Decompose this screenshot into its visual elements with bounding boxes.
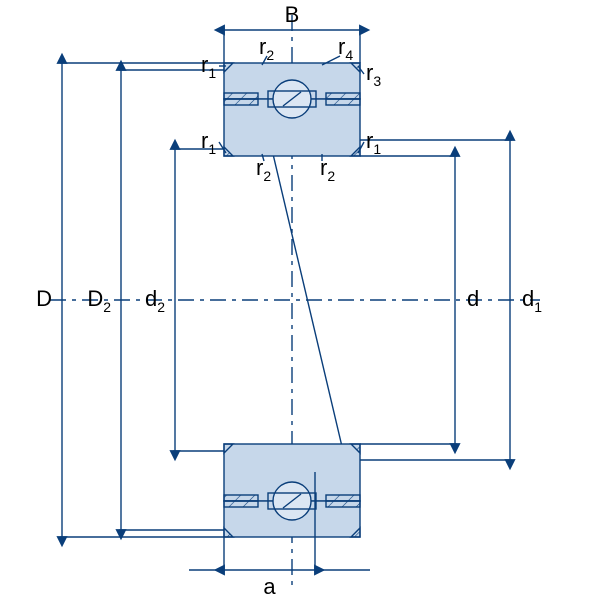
svg-text:a: a <box>263 574 276 599</box>
svg-text:d2: d2 <box>145 286 165 315</box>
svg-text:r4: r4 <box>338 34 353 63</box>
svg-text:d1: d1 <box>522 286 542 315</box>
svg-text:r2: r2 <box>259 34 274 63</box>
svg-text:r3: r3 <box>366 60 381 89</box>
svg-text:d: d <box>467 286 479 311</box>
svg-text:D2: D2 <box>87 286 111 315</box>
svg-text:r1: r1 <box>201 52 216 81</box>
svg-text:B: B <box>285 2 300 27</box>
svg-text:r1: r1 <box>366 128 381 157</box>
svg-text:r2: r2 <box>320 155 335 184</box>
svg-text:r1: r1 <box>201 128 216 157</box>
svg-text:D: D <box>36 286 52 311</box>
bearing-diagram: BDD2d2 add1r2r4r1r3r1r1r2r2 <box>0 0 600 600</box>
